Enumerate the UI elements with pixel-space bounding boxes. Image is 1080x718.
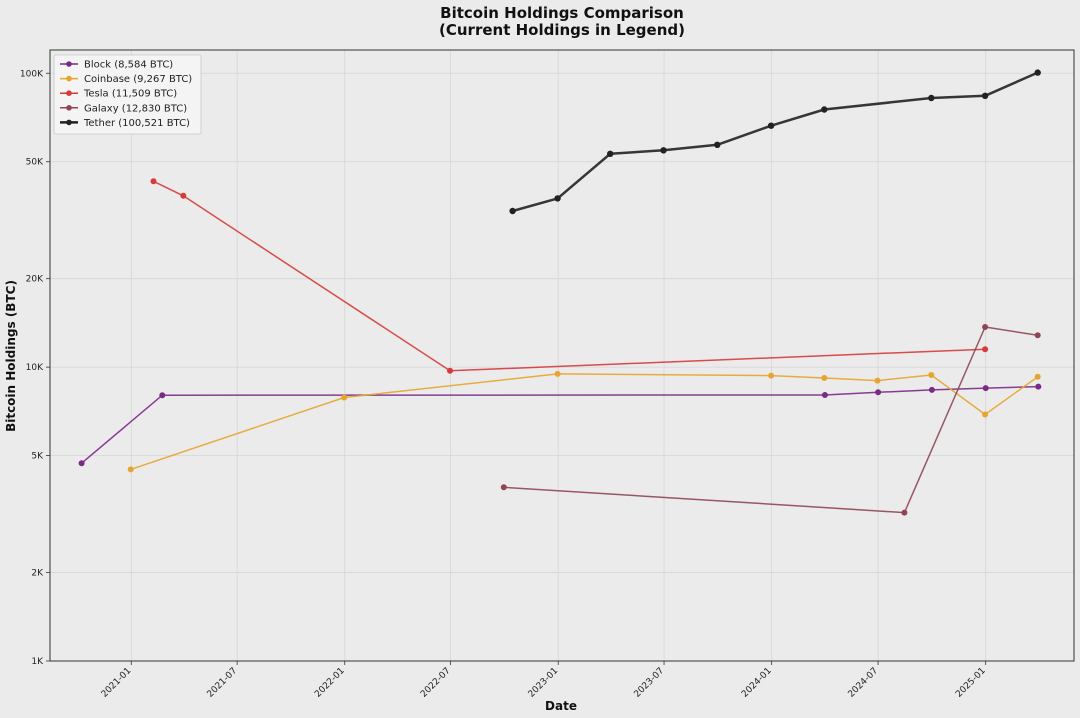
plot-frame	[49, 49, 1075, 662]
data-point	[660, 147, 667, 154]
data-point	[714, 141, 721, 148]
series-line	[503, 326, 1038, 514]
legend-swatch-marker	[66, 119, 72, 126]
y-tick-label: 5K	[31, 452, 44, 462]
legend-label: Block (8,584 BTC)	[84, 60, 173, 71]
data-point	[1034, 373, 1041, 380]
axes-frame	[46, 49, 1075, 665]
y-axis-label: Bitcoin Holdings (BTC)	[4, 280, 18, 432]
legend-swatch-marker	[66, 75, 72, 82]
chart-subtitle: (Current Holdings in Legend)	[439, 21, 685, 39]
data-point	[981, 92, 989, 100]
data-point	[821, 375, 828, 381]
data-point	[768, 372, 775, 379]
data-point	[982, 346, 989, 353]
legend-entry: Coinbase (9,267 BTC)	[60, 74, 192, 85]
legend-swatch-marker	[66, 105, 72, 111]
data-point	[1034, 332, 1041, 339]
y-tick-label: 50K	[26, 158, 44, 168]
data-point	[150, 178, 157, 185]
data-point	[78, 460, 85, 467]
data-point	[1035, 383, 1042, 390]
legend-label: Coinbase (9,267 BTC)	[84, 74, 192, 85]
legend-entry: Galaxy (12,830 BTC)	[60, 103, 187, 114]
series-1	[127, 370, 1041, 473]
data-point	[767, 122, 775, 129]
legend: Block (8,584 BTC) Coinbase (9,267 BTC) Tes…	[53, 54, 202, 135]
data-point	[127, 466, 134, 473]
data-point	[928, 386, 935, 393]
plot-area	[50, 50, 1074, 661]
legend-entry: Block (8,584 BTC)	[60, 60, 173, 71]
legend-swatch-marker	[66, 90, 72, 96]
plot-background	[50, 50, 1074, 661]
legend-swatch-marker	[66, 61, 72, 67]
data-point	[447, 367, 453, 374]
data-point	[874, 377, 881, 384]
y-tick-label: 10K	[26, 363, 44, 373]
legend-label: Tether (100,521 BTC)	[83, 118, 190, 129]
data-point	[982, 324, 989, 330]
legend-box	[53, 54, 202, 135]
legend-label: Tesla (11,509 BTC)	[83, 89, 177, 100]
data-point	[928, 372, 935, 378]
series-line	[512, 71, 1039, 213]
legend-entry: Tether (100,521 BTC)	[60, 118, 190, 129]
y-tick-label: 20K	[26, 275, 44, 285]
data-point	[821, 392, 828, 398]
data-point	[1034, 69, 1041, 76]
data-point	[509, 207, 516, 215]
series-line	[153, 180, 986, 372]
series-3	[500, 324, 1041, 516]
data-point	[875, 389, 882, 396]
y-tick-label: 1K	[31, 657, 44, 667]
data-point	[821, 106, 828, 113]
data-point	[554, 195, 561, 202]
y-tick-label: 100K	[20, 69, 44, 79]
chart-title: Bitcoin Holdings Comparison	[440, 4, 684, 22]
data-point	[159, 392, 166, 399]
data-point	[341, 394, 348, 401]
data-point	[554, 370, 561, 377]
legend-entry: Tesla (11,509 BTC)	[60, 89, 177, 100]
data-point	[607, 150, 614, 157]
series-4	[509, 69, 1041, 215]
y-tick-label: 2K	[31, 569, 44, 579]
data-point	[901, 509, 908, 516]
series-layer	[78, 69, 1042, 516]
data-point	[982, 385, 989, 392]
data-point	[928, 94, 935, 102]
x-axis-label: Date	[545, 699, 577, 713]
data-point	[180, 192, 187, 199]
series-0	[78, 383, 1042, 467]
series-2	[150, 178, 989, 374]
data-point	[982, 411, 989, 418]
data-point	[500, 484, 507, 491]
legend-label: Galaxy (12,830 BTC)	[84, 103, 187, 114]
